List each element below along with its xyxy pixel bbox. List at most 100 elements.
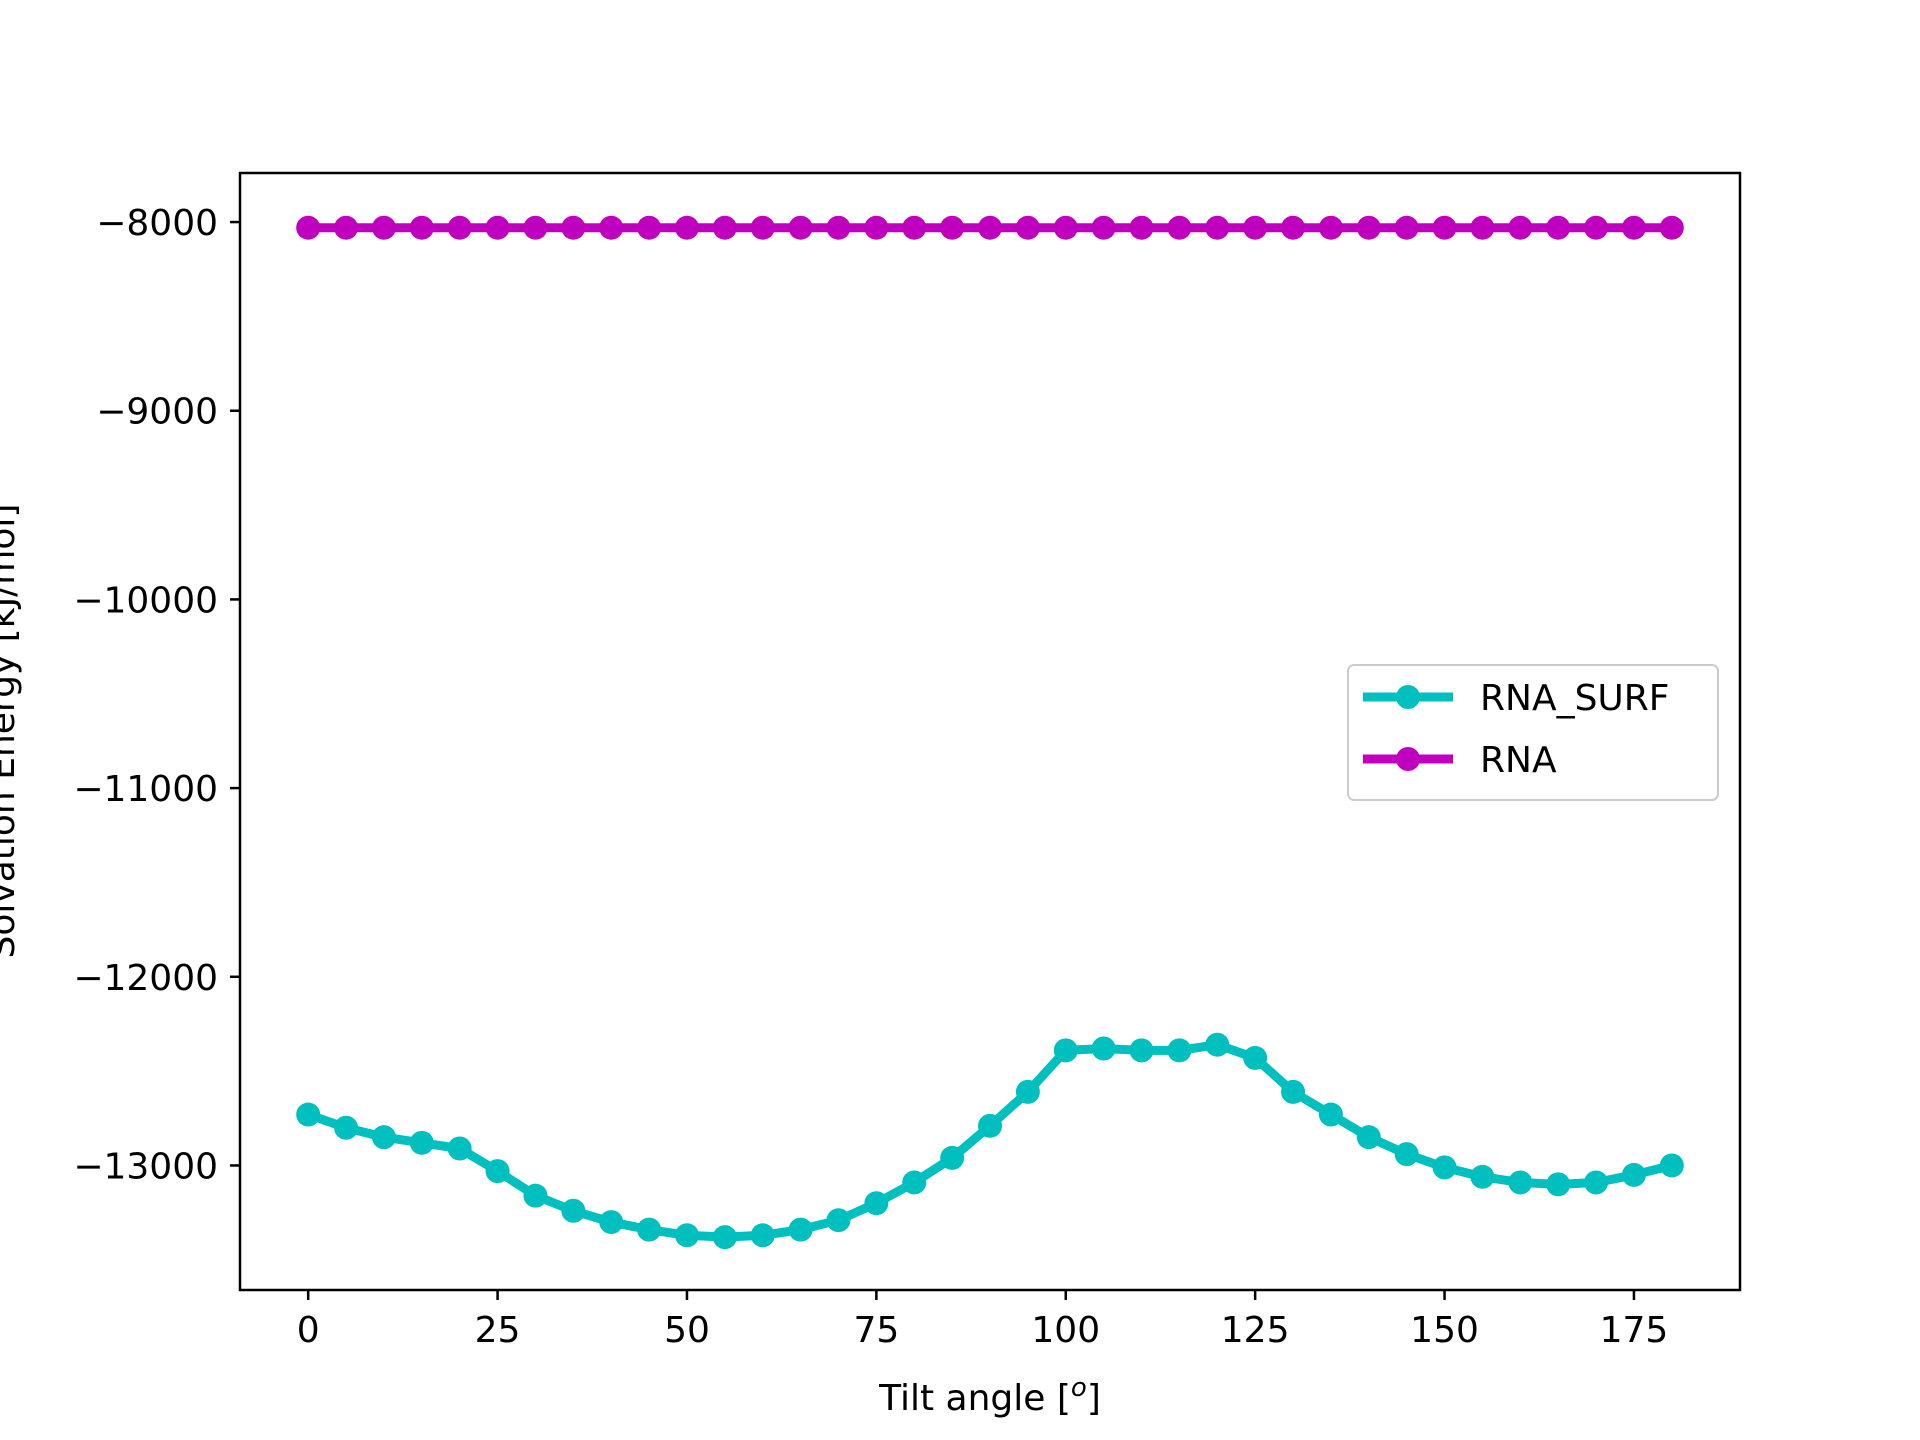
y-tick-label: −13000 — [73, 1146, 218, 1187]
data-point — [1281, 215, 1306, 240]
data-point — [296, 1102, 321, 1127]
series-layer — [296, 215, 1684, 1250]
data-point — [902, 1170, 927, 1195]
data-point — [599, 215, 624, 240]
data-point — [1091, 1036, 1116, 1061]
data-point — [1470, 215, 1495, 240]
x-tick-label: 100 — [1031, 1310, 1100, 1351]
data-point — [1584, 215, 1609, 240]
data-point — [485, 215, 510, 240]
x-axis-label-superscript: o — [1071, 1373, 1087, 1403]
legend-item: RNA_SURF — [1363, 678, 1670, 719]
data-point — [674, 1223, 699, 1248]
x-tick-label: 175 — [1600, 1310, 1669, 1351]
x-tick-label: 125 — [1221, 1310, 1290, 1351]
data-point — [409, 1130, 434, 1155]
data-point — [1243, 1045, 1268, 1070]
data-point — [902, 215, 927, 240]
y-axis: −8000 −9000 −10000 −11000 −12000 −13000 — [73, 203, 240, 1187]
data-point — [371, 215, 396, 240]
data-point — [334, 215, 359, 240]
legend-swatch-marker — [1396, 685, 1420, 709]
x-tick-label: 0 — [297, 1310, 320, 1351]
data-point — [371, 1125, 396, 1150]
data-point — [447, 1136, 472, 1161]
data-point — [561, 1198, 586, 1223]
data-point — [1356, 1125, 1381, 1150]
x-axis-label: Tilt angle [o] — [878, 1373, 1101, 1419]
data-point — [637, 215, 662, 240]
y-axis-label: Solvation Energy [kJ/mol] — [0, 504, 23, 959]
data-point — [1281, 1079, 1306, 1104]
series-rna-surf — [296, 1032, 1684, 1250]
data-point — [1167, 215, 1192, 240]
data-point — [599, 1210, 624, 1235]
data-point — [1129, 215, 1154, 240]
data-point — [1243, 215, 1268, 240]
x-tick-label: 25 — [475, 1310, 521, 1351]
data-point — [1432, 1155, 1457, 1180]
legend-swatch-marker — [1396, 747, 1420, 771]
y-tick-label: −9000 — [96, 392, 218, 433]
data-point — [523, 215, 548, 240]
x-axis: 0 25 50 75 100 125 150 175 — [297, 1290, 1669, 1351]
data-point — [1205, 215, 1230, 240]
data-point — [1167, 1038, 1192, 1063]
data-point — [1546, 1172, 1571, 1197]
plot-frame — [238, 171, 1742, 1292]
data-point — [334, 1115, 359, 1140]
x-tick-label: 150 — [1410, 1310, 1479, 1351]
data-point — [1432, 215, 1457, 240]
data-point — [1659, 215, 1684, 240]
data-point — [1394, 215, 1419, 240]
data-point — [1053, 1038, 1078, 1063]
data-point — [1621, 215, 1646, 240]
data-point — [1015, 1079, 1040, 1104]
data-point — [561, 215, 586, 240]
legend: RNA_SURF RNA — [1347, 664, 1719, 801]
data-point — [978, 1113, 1002, 1138]
data-point — [1508, 215, 1533, 240]
legend-label: RNA_SURF — [1480, 678, 1670, 719]
y-tick-label: −12000 — [73, 958, 218, 999]
data-point — [409, 215, 434, 240]
data-point — [712, 215, 737, 240]
data-point — [1584, 1170, 1609, 1195]
data-point — [1508, 1170, 1533, 1195]
data-point — [712, 1225, 737, 1250]
data-point — [1318, 1102, 1343, 1127]
y-tick-label: −8000 — [96, 203, 218, 244]
data-point — [1546, 215, 1571, 240]
data-point — [978, 215, 1002, 240]
data-point — [1091, 215, 1116, 240]
data-point — [1470, 1164, 1495, 1189]
data-point — [1659, 1153, 1684, 1178]
series-rna — [296, 215, 1684, 240]
data-point — [1205, 1032, 1230, 1057]
data-point — [750, 1223, 775, 1248]
data-point — [788, 215, 813, 240]
data-point — [674, 215, 699, 240]
data-point — [1356, 215, 1381, 240]
y-tick-label: −10000 — [73, 580, 218, 621]
data-point — [1621, 1162, 1646, 1187]
data-point — [826, 215, 851, 240]
data-point — [940, 215, 965, 240]
data-point — [864, 1191, 889, 1216]
data-point — [637, 1217, 662, 1242]
data-point — [1053, 215, 1078, 240]
data-point — [1015, 215, 1040, 240]
data-point — [1129, 1038, 1154, 1063]
data-point — [296, 215, 321, 240]
data-point — [940, 1145, 965, 1170]
data-point — [788, 1217, 813, 1242]
legend-item: RNA — [1363, 740, 1557, 781]
legend-label: RNA — [1480, 740, 1557, 781]
data-point — [523, 1183, 548, 1208]
data-point — [1394, 1142, 1419, 1167]
y-tick-label: −11000 — [73, 769, 218, 810]
x-tick-label: 75 — [853, 1310, 899, 1351]
data-point — [864, 215, 889, 240]
data-point — [485, 1159, 510, 1184]
